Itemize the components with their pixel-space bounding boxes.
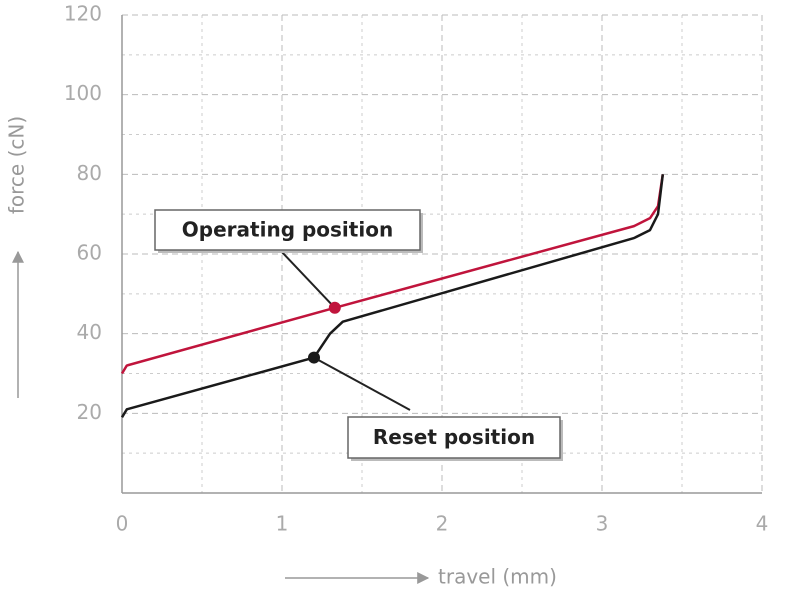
y-tick-label: 100 [64,81,102,105]
annotation-box [154,209,421,251]
annotation-box [347,416,561,459]
x-tick-label: 4 [756,512,769,536]
x-tick-label: 3 [596,512,609,536]
x-tick-label: 0 [116,512,129,536]
curve [120,174,665,375]
annotation-point [328,301,341,314]
x-tick-label: 1 [276,512,289,536]
x-axis-label: travel (mm) [438,565,557,589]
y-tick-label: 60 [77,241,102,265]
curve [120,174,665,418]
y-tick-label: 40 [77,320,102,344]
y-tick-label: 120 [64,2,102,26]
annotation-leader [313,356,411,411]
y-tick-label: 80 [77,161,102,185]
y-axis-label: force (cN) [5,116,29,214]
annotation-leader [279,249,336,309]
annotation-text: Reset position [373,425,535,449]
annotation-point [308,351,320,364]
y-tick-label: 20 [77,400,102,424]
x-tick-label: 2 [436,512,449,536]
annotation-text: Operating position [182,218,393,242]
